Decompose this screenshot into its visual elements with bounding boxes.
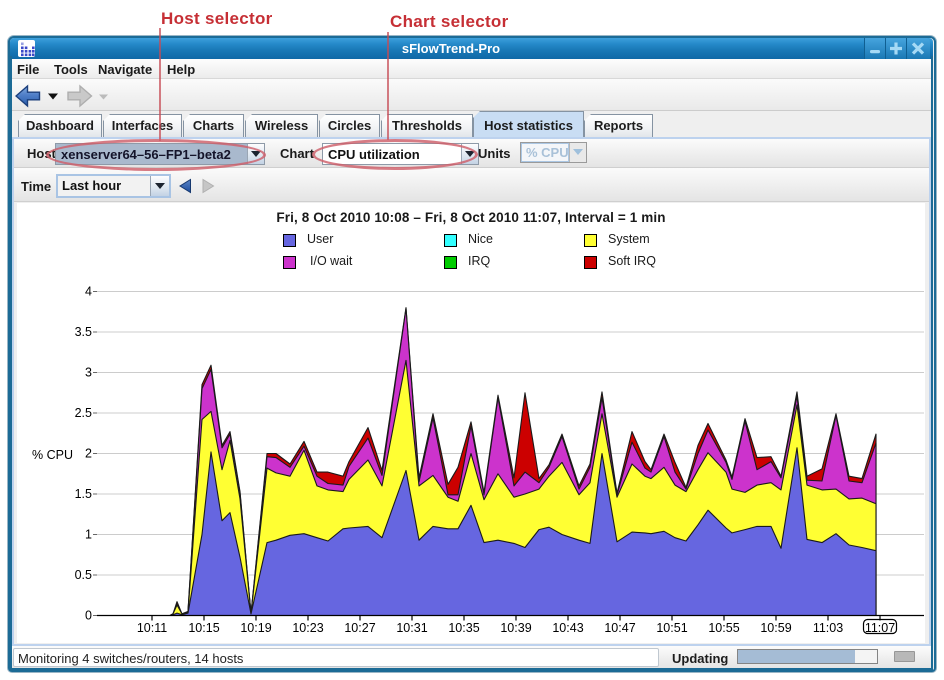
svg-text:10:23: 10:23 — [292, 621, 323, 635]
svg-text:10:15: 10:15 — [188, 621, 219, 635]
svg-text:10:35: 10:35 — [448, 621, 479, 635]
svg-text:10:47: 10:47 — [604, 621, 635, 635]
svg-text:1.5: 1.5 — [75, 487, 92, 501]
svg-text:10:27: 10:27 — [344, 621, 375, 635]
svg-text:10:55: 10:55 — [708, 621, 739, 635]
svg-text:0.5: 0.5 — [75, 568, 92, 582]
svg-text:11:03: 11:03 — [813, 621, 843, 635]
svg-text:% CPU: % CPU — [32, 448, 73, 462]
svg-text:10:51: 10:51 — [656, 621, 687, 635]
svg-text:3: 3 — [85, 366, 92, 380]
svg-text:10:43: 10:43 — [552, 621, 583, 635]
svg-text:10:59: 10:59 — [760, 621, 791, 635]
svg-text:4: 4 — [85, 285, 92, 299]
svg-text:0: 0 — [85, 609, 92, 623]
svg-text:2.5: 2.5 — [75, 406, 92, 420]
svg-text:10:11: 10:11 — [137, 621, 167, 635]
svg-text:3.5: 3.5 — [75, 325, 92, 339]
svg-text:10:19: 10:19 — [240, 621, 271, 635]
svg-text:10:39: 10:39 — [500, 621, 531, 635]
svg-text:1: 1 — [85, 528, 92, 542]
svg-text:11:07: 11:07 — [865, 621, 895, 635]
svg-text:10:31: 10:31 — [396, 621, 427, 635]
svg-text:2: 2 — [85, 447, 92, 461]
